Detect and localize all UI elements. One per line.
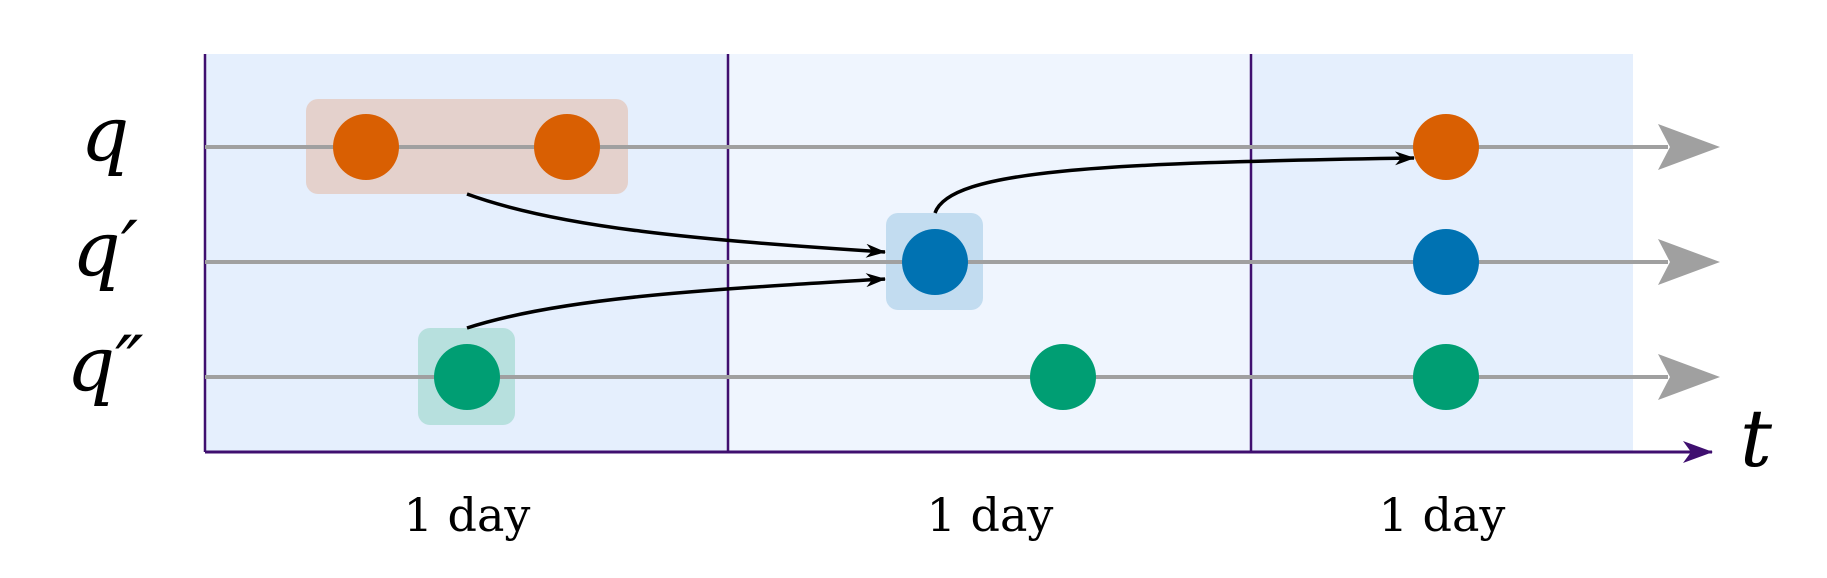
event-dot-q1-2 — [1413, 229, 1479, 295]
event-dot-q-2 — [534, 114, 600, 180]
event-dot-q-1 — [333, 114, 399, 180]
event-dot-q2-2 — [1030, 344, 1096, 410]
period-label-2: 1 day — [927, 488, 1054, 542]
dependency-arrow-q1-to-q — [933, 151, 1415, 214]
period-label-3: 1 day — [1379, 488, 1506, 542]
row-label-q: q — [81, 89, 130, 178]
period-band-2 — [728, 54, 1251, 452]
row-label-q-double-prime: q″ — [66, 319, 143, 408]
row-label-q-prime: q′ — [72, 204, 138, 293]
dependency-arrow-q2-to-q1 — [466, 273, 886, 330]
event-dot-q2-1 — [434, 344, 500, 410]
event-dot-q2-3 — [1413, 344, 1479, 410]
time-axis-label: t — [1740, 392, 1773, 485]
dependency-arrow-q-to-q1 — [466, 192, 886, 258]
period-label-1: 1 day — [404, 488, 531, 542]
event-dot-q-3 — [1413, 114, 1479, 180]
event-dot-q1-1 — [902, 229, 968, 295]
